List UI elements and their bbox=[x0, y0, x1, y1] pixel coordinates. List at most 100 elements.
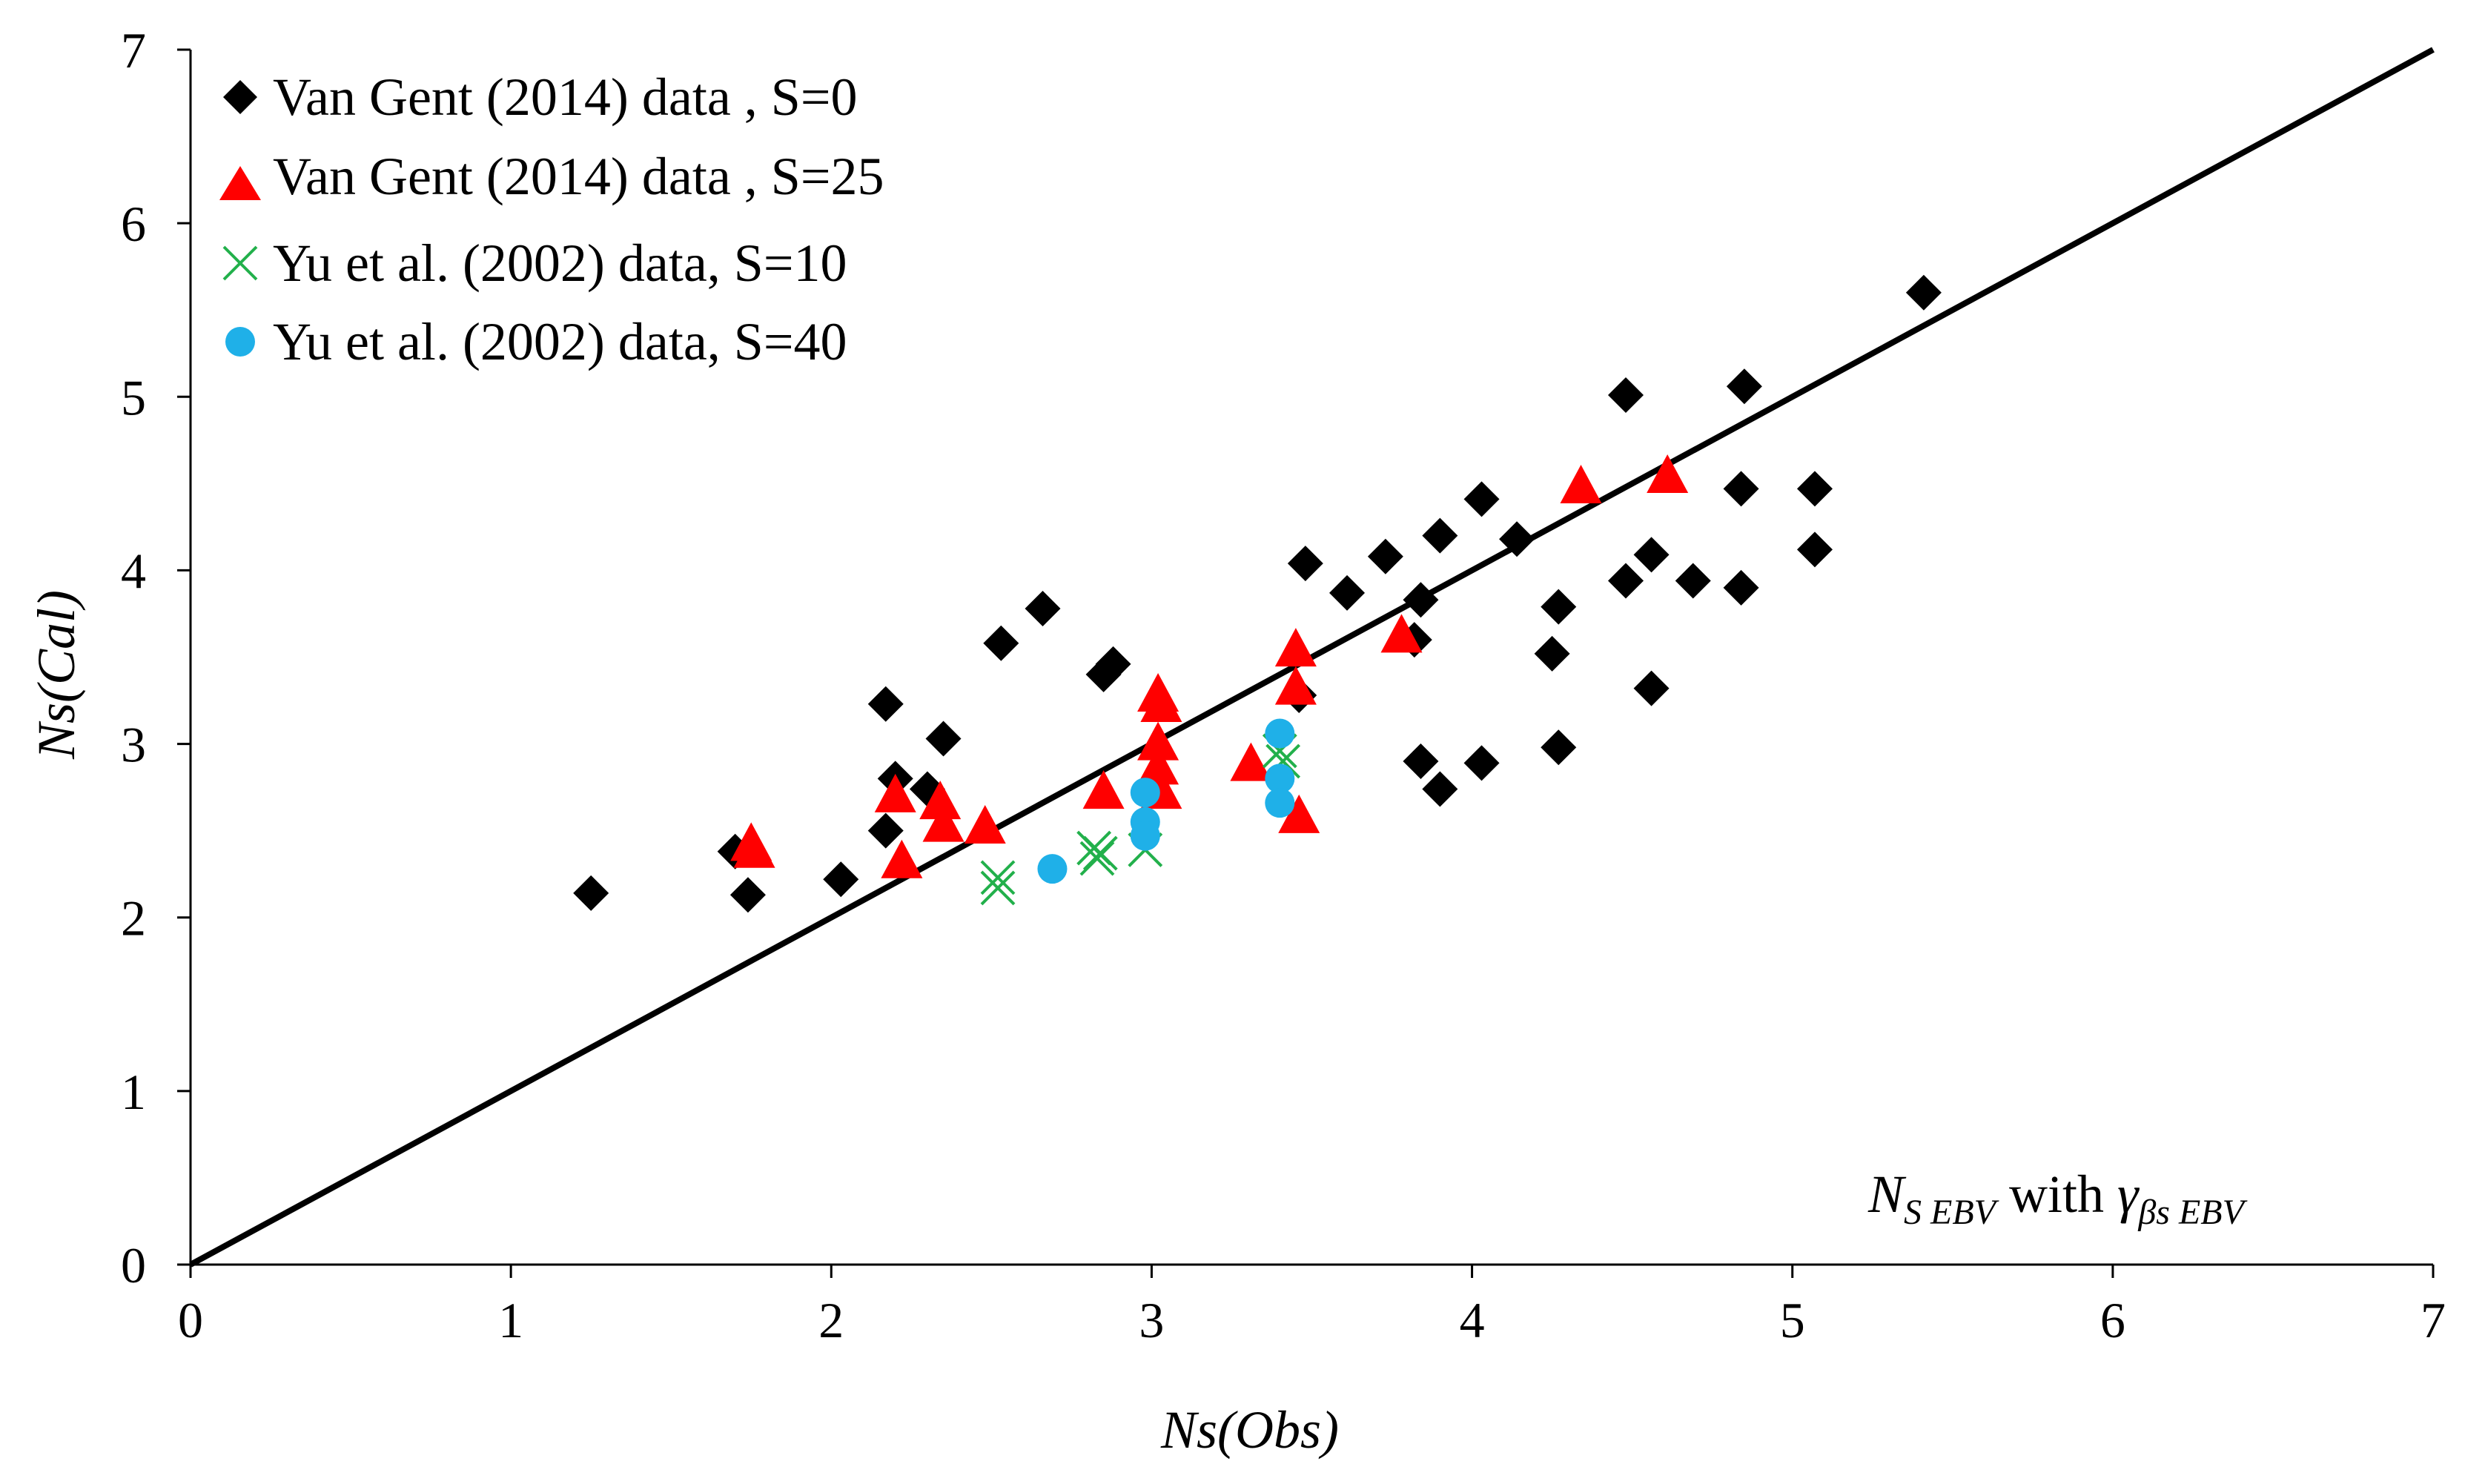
data-point-triangle bbox=[881, 839, 923, 878]
x-tick-label: 4 bbox=[1460, 1292, 1485, 1348]
x-axis-title: Ns(Obs) bbox=[1160, 1400, 1339, 1460]
annotation-n-sub: S EBV bbox=[1904, 1193, 1999, 1232]
reference-line-1-to-1 bbox=[189, 47, 2435, 1268]
data-point-triangle bbox=[1274, 628, 1317, 667]
data-point-diamond bbox=[573, 875, 609, 911]
y-axis-title: Ns(Cal) bbox=[27, 590, 86, 760]
data-point-diamond bbox=[1367, 538, 1403, 574]
data-point-triangle bbox=[1647, 454, 1689, 493]
data-point-diamond bbox=[867, 812, 904, 849]
series-1 bbox=[730, 454, 1689, 878]
data-point-diamond bbox=[1463, 481, 1500, 517]
data-point-circle bbox=[1265, 718, 1295, 749]
data-point-diamond bbox=[1541, 729, 1577, 766]
data-point-x bbox=[1082, 835, 1118, 871]
annotation-n: N bbox=[1867, 1165, 1907, 1224]
data-point-diamond bbox=[1403, 582, 1439, 618]
data-point-diamond bbox=[1422, 517, 1458, 554]
annotation-gamma-sub: βs EBV bbox=[2137, 1193, 2247, 1232]
x-tick-label: 3 bbox=[1139, 1292, 1164, 1348]
data-point-circle bbox=[1130, 778, 1160, 808]
data-point-x-stroke bbox=[980, 860, 1016, 895]
chart-marks bbox=[189, 47, 2435, 1268]
data-point-diamond bbox=[1025, 590, 1061, 626]
data-point-diamond bbox=[823, 861, 859, 898]
data-point-diamond bbox=[867, 686, 904, 722]
data-point-diamond bbox=[1608, 377, 1644, 413]
data-point-circle bbox=[1265, 763, 1295, 794]
series-3 bbox=[1037, 718, 1295, 884]
data-point-triangle bbox=[964, 804, 1006, 844]
annotation-with: with bbox=[1996, 1165, 2117, 1224]
data-point-diamond bbox=[1422, 771, 1458, 807]
data-point-diamond bbox=[1675, 563, 1711, 599]
data-point-diamond bbox=[1723, 569, 1759, 606]
data-point-diamond bbox=[1633, 537, 1670, 573]
data-point-triangle bbox=[1140, 683, 1182, 723]
data-point-triangle bbox=[1278, 794, 1320, 833]
data-point-diamond bbox=[1403, 743, 1439, 779]
legend-marker-diamond bbox=[223, 80, 257, 114]
data-point-x bbox=[980, 860, 1016, 895]
data-point-x-stroke bbox=[1082, 835, 1118, 871]
data-point-x-stroke bbox=[980, 870, 1016, 906]
chart-axes: 0 1 2 3 4 5 6 7 0 1 2 3 4 5 6 7 bbox=[121, 22, 2446, 1348]
data-point-triangle bbox=[874, 773, 916, 812]
legend-label-2: Yu et al. (2002) data, S=10 bbox=[273, 233, 847, 293]
legend-label-1: Van Gent (2014) data , S=25 bbox=[273, 147, 884, 206]
data-point-triangle bbox=[919, 781, 962, 820]
data-point-circle bbox=[1130, 821, 1160, 851]
y-tick-label: 5 bbox=[121, 369, 146, 425]
data-point-x bbox=[980, 870, 1016, 906]
data-point-triangle bbox=[922, 803, 965, 842]
data-point-circle bbox=[1265, 788, 1295, 818]
data-point-diamond bbox=[1608, 563, 1644, 599]
x-tick-label: 1 bbox=[498, 1292, 523, 1348]
data-point-diamond bbox=[1499, 521, 1535, 557]
x-tick-label: 0 bbox=[178, 1292, 203, 1348]
y-tick-label: 0 bbox=[121, 1237, 146, 1293]
data-point-diamond bbox=[1723, 471, 1759, 507]
data-point-triangle bbox=[1230, 742, 1272, 781]
x-tick-label: 5 bbox=[1780, 1292, 1805, 1348]
data-point-diamond bbox=[1905, 274, 1942, 311]
data-point-diamond bbox=[1541, 589, 1577, 625]
legend-marker-triangle bbox=[219, 166, 261, 200]
data-point-diamond bbox=[1534, 635, 1570, 672]
y-tick-label: 3 bbox=[121, 717, 146, 773]
data-point-diamond bbox=[1287, 546, 1323, 582]
y-tick-label: 7 bbox=[121, 22, 146, 79]
data-point-diamond bbox=[1796, 471, 1833, 507]
x-tick-label: 7 bbox=[2421, 1292, 2446, 1348]
legend-label-3: Yu et al. (2002) data, S=40 bbox=[273, 312, 847, 371]
x-tick-label: 2 bbox=[818, 1292, 844, 1348]
annotation: NS EBV with γβs EBV bbox=[1867, 1165, 2248, 1232]
legend-marker-circle bbox=[225, 327, 255, 357]
data-point-diamond bbox=[1796, 531, 1833, 568]
data-point-triangle bbox=[1560, 465, 1602, 504]
data-point-diamond bbox=[1329, 574, 1366, 611]
data-point-circle bbox=[1037, 854, 1068, 884]
data-point-diamond bbox=[1633, 670, 1670, 706]
data-point-triangle bbox=[1137, 721, 1179, 761]
y-tick-label: 6 bbox=[121, 196, 146, 252]
y-tick-label: 4 bbox=[121, 543, 146, 599]
data-point-diamond bbox=[1095, 646, 1131, 682]
data-point-triangle bbox=[1274, 666, 1317, 705]
y-tick-label: 1 bbox=[121, 1064, 146, 1120]
annotation-gamma: γ bbox=[2117, 1165, 2140, 1224]
data-point-diamond bbox=[1726, 368, 1762, 405]
data-point-triangle bbox=[733, 829, 775, 868]
data-point-diamond bbox=[729, 877, 766, 913]
data-point-triangle bbox=[1380, 614, 1423, 653]
y-tick-label: 2 bbox=[121, 890, 146, 947]
data-point-diamond bbox=[1463, 745, 1500, 781]
data-point-triangle bbox=[1082, 770, 1125, 809]
legend-marker-x bbox=[222, 245, 258, 281]
data-point-diamond bbox=[925, 721, 962, 757]
legend-label-0: Van Gent (2014) data , S=0 bbox=[273, 67, 857, 127]
x-tick-label: 6 bbox=[2100, 1292, 2125, 1348]
legend: Van Gent (2014) data , S=0 Van Gent (201… bbox=[219, 67, 884, 371]
data-point-diamond bbox=[983, 625, 1019, 661]
